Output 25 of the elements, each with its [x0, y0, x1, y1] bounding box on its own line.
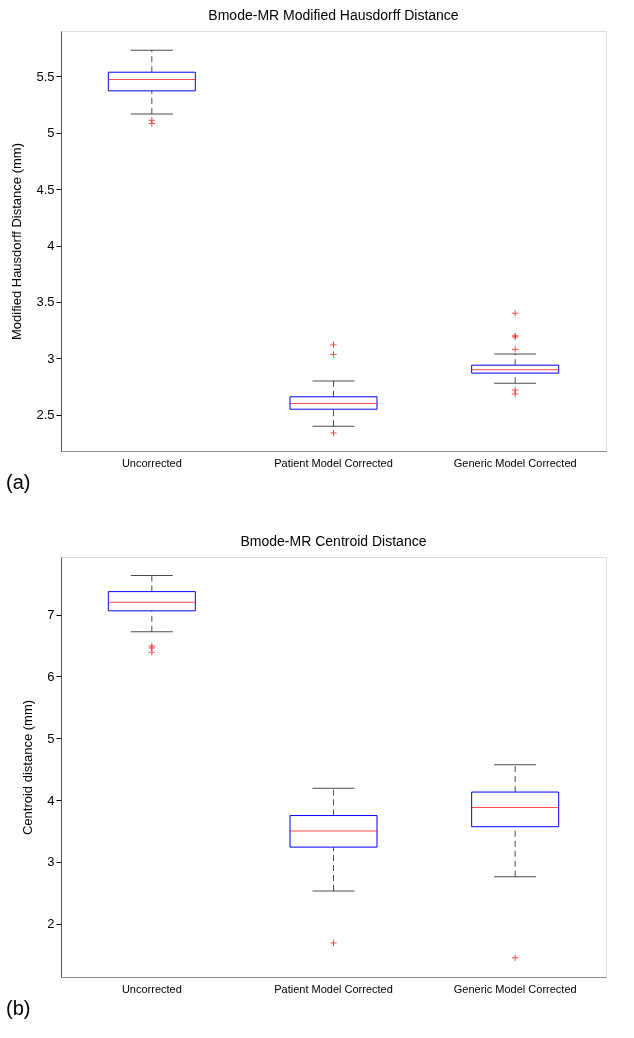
y-tick-label: 4 — [47, 238, 55, 254]
y-tick-label: 4.5 — [36, 181, 55, 197]
y-tick-label: 2 — [47, 916, 55, 932]
x-tick-label: Uncorrected — [121, 456, 182, 469]
chart-title: Bmode-MR Centroid Distance — [240, 533, 427, 549]
x-tick-label: Generic Model Corrected — [453, 982, 577, 995]
chart-title: Bmode-MR Modified Hausdorff Distance — [208, 7, 459, 23]
y-axis-title: Centroid distance (mm) — [20, 699, 36, 836]
y-tick-label: 3 — [47, 350, 55, 366]
y-tick-label: 2.5 — [36, 407, 55, 423]
y-tick-label: 7 — [47, 607, 55, 623]
x-tick-label: Uncorrected — [121, 982, 182, 995]
y-tick-label: 3.5 — [36, 294, 55, 310]
x-tick-label: Generic Model Corrected — [453, 456, 577, 469]
y-tick-label: 4 — [47, 792, 55, 808]
y-tick-label: 3 — [47, 854, 55, 870]
y-tick-label: 5 — [47, 125, 55, 141]
text: (a) — [6, 471, 31, 493]
y-tick-label: 5.5 — [36, 68, 55, 84]
x-tick-label: Patient Model Corrected — [274, 456, 393, 469]
x-tick-label: Patient Model Corrected — [274, 982, 393, 995]
text: (b) — [6, 997, 31, 1019]
y-axis-title: Modified Hausdorff Distance (mm) — [9, 143, 25, 340]
y-tick-label: 5 — [47, 730, 55, 746]
y-tick-label: 6 — [47, 668, 55, 684]
